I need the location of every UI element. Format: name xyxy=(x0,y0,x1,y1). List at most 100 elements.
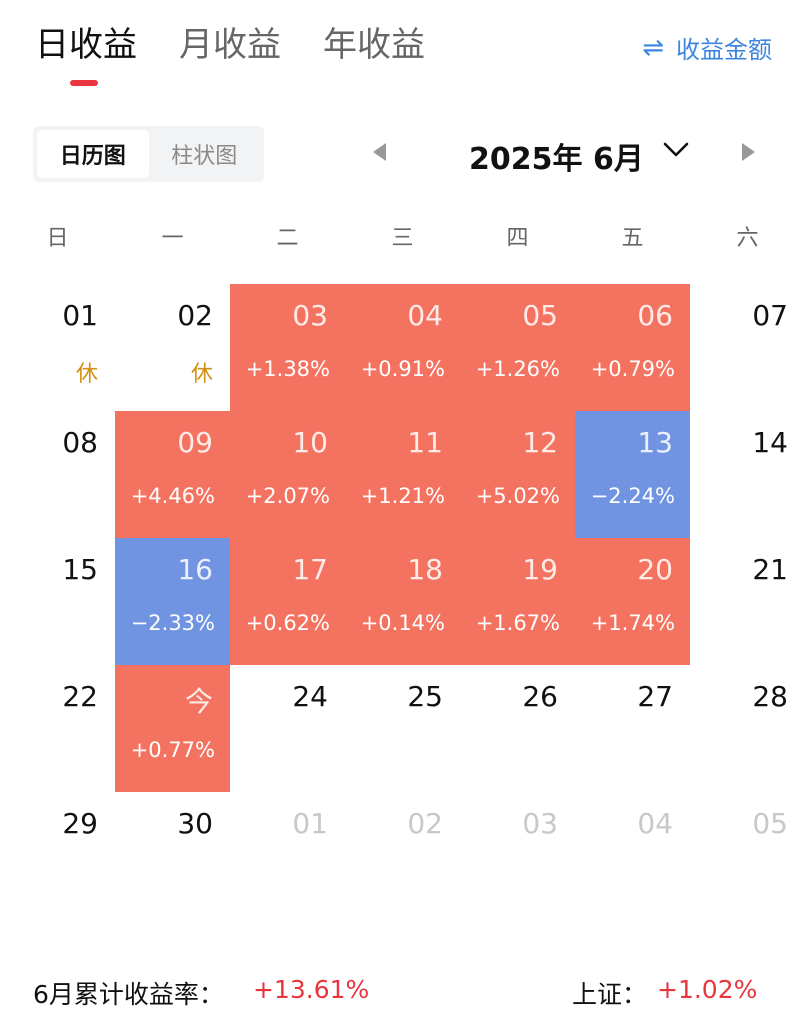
weekday-label: 一 xyxy=(161,226,184,251)
daily-return: −2.33% xyxy=(130,611,215,635)
calendar-day-cell[interactable]: 01 休 xyxy=(0,284,115,411)
next-month-icon[interactable] xyxy=(742,143,755,161)
weekday-label: 二 xyxy=(276,226,299,251)
weekday-label: 五 xyxy=(621,226,644,251)
calendar-day-cell[interactable]: 20 +1.74% xyxy=(575,538,690,665)
daily-return: +1.74% xyxy=(590,611,675,635)
day-number: 03 xyxy=(522,807,558,840)
day-number: 07 xyxy=(752,299,788,332)
calendar-day-cell[interactable]: 26 xyxy=(460,665,575,792)
calendar-day-cell[interactable]: 16 −2.33% xyxy=(115,538,230,665)
calendar-day-cell[interactable]: 29 xyxy=(0,792,115,919)
calendar-day-cell[interactable]: 今 +0.77% xyxy=(115,665,230,792)
tab-daily[interactable]: 日收益 xyxy=(35,25,137,65)
daily-return: +0.14% xyxy=(360,611,445,635)
day-number: 01 xyxy=(62,299,98,332)
view-switch: 日历图 柱状图 xyxy=(33,126,264,182)
daily-return: +1.21% xyxy=(360,484,445,508)
calendar-view-button[interactable]: 日历图 xyxy=(37,130,149,178)
calendar-day-cell[interactable]: 02 xyxy=(345,792,460,919)
day-number: 24 xyxy=(292,680,328,713)
index-return-value: +1.02% xyxy=(657,975,758,1004)
calendar-day-cell[interactable]: 01 xyxy=(230,792,345,919)
calendar-day-cell[interactable]: 17 +0.62% xyxy=(230,538,345,665)
day-number: 05 xyxy=(522,299,558,332)
calendar-day-cell[interactable]: 05 +1.26% xyxy=(460,284,575,411)
day-number: 今 xyxy=(184,685,213,718)
day-number: 28 xyxy=(752,680,788,713)
calendar-day-cell[interactable]: 03 xyxy=(460,792,575,919)
calendar-day-cell[interactable]: 27 xyxy=(575,665,690,792)
calendar-day-cell[interactable]: 21 xyxy=(690,538,804,665)
calendar-day-cell[interactable]: 19 +1.67% xyxy=(460,538,575,665)
month-title[interactable]: 2025年 6月 xyxy=(469,142,644,177)
day-number: 05 xyxy=(752,807,788,840)
calendar-day-cell[interactable]: 02 休 xyxy=(115,284,230,411)
calendar-grid: 01 休 02 休 03 +1.38% 04 +0.91% 05 +1.26% 06 +0.79% 07… xyxy=(0,284,804,854)
tab-monthly[interactable]: 月收益 xyxy=(179,25,281,65)
calendar-day-cell[interactable]: 10 +2.07% xyxy=(230,411,345,538)
chevron-down-icon[interactable] xyxy=(662,140,690,160)
calendar-day-cell[interactable]: 28 xyxy=(690,665,804,792)
weekday-label: 日 xyxy=(46,226,69,251)
holiday-badge: 休 xyxy=(75,362,98,387)
weekday-label: 四 xyxy=(506,226,529,251)
day-number: 30 xyxy=(177,807,213,840)
calendar-day-cell[interactable]: 25 xyxy=(345,665,460,792)
day-number: 04 xyxy=(637,807,673,840)
daily-return: +0.77% xyxy=(130,738,215,762)
summary-footer: 6月累计收益率： +13.61% 上证： +1.02% xyxy=(0,975,804,1015)
daily-return: +0.91% xyxy=(360,357,445,381)
calendar-day-cell[interactable]: 22 xyxy=(0,665,115,792)
daily-return: −2.24% xyxy=(590,484,675,508)
daily-return: +2.07% xyxy=(245,484,330,508)
calendar-day-cell[interactable]: 11 +1.21% xyxy=(345,411,460,538)
day-number: 21 xyxy=(752,553,788,586)
toggle-metric-button[interactable]: ⇌ 收益金额 xyxy=(642,30,772,65)
daily-return: +1.26% xyxy=(475,357,560,381)
calendar-day-cell[interactable]: 03 +1.38% xyxy=(230,284,345,411)
day-number: 02 xyxy=(177,299,213,332)
day-number: 16 xyxy=(177,553,213,586)
swap-arrows-icon: ⇌ xyxy=(642,32,664,63)
daily-return: +1.67% xyxy=(475,611,560,635)
day-number: 11 xyxy=(407,426,443,459)
weekday-header: 日一二三四五六 xyxy=(0,220,804,251)
calendar-day-cell[interactable]: 18 +0.14% xyxy=(345,538,460,665)
calendar-day-cell[interactable]: 09 +4.46% xyxy=(115,411,230,538)
calendar-day-cell[interactable]: 04 +0.91% xyxy=(345,284,460,411)
active-tab-indicator xyxy=(70,80,98,86)
day-number: 06 xyxy=(637,299,673,332)
calendar-day-cell[interactable]: 08 xyxy=(0,411,115,538)
day-number: 17 xyxy=(292,553,328,586)
cumulative-return-value: +13.61% xyxy=(253,975,370,1004)
day-number: 03 xyxy=(292,299,328,332)
day-number: 01 xyxy=(292,807,328,840)
day-number: 27 xyxy=(637,680,673,713)
calendar-day-cell[interactable]: 06 +0.79% xyxy=(575,284,690,411)
day-number: 29 xyxy=(62,807,98,840)
calendar-day-cell[interactable]: 04 xyxy=(575,792,690,919)
day-number: 25 xyxy=(407,680,443,713)
tab-yearly[interactable]: 年收益 xyxy=(323,25,425,65)
calendar-day-cell[interactable]: 12 +5.02% xyxy=(460,411,575,538)
daily-return: +0.79% xyxy=(590,357,675,381)
day-number: 08 xyxy=(62,426,98,459)
calendar-day-cell[interactable]: 30 xyxy=(115,792,230,919)
weekday-label: 六 xyxy=(736,226,759,251)
daily-return: +5.02% xyxy=(475,484,560,508)
day-number: 15 xyxy=(62,553,98,586)
holiday-badge: 休 xyxy=(190,362,213,387)
prev-month-icon[interactable] xyxy=(373,143,386,161)
calendar-day-cell[interactable]: 15 xyxy=(0,538,115,665)
bar-view-button[interactable]: 柱状图 xyxy=(171,144,238,169)
day-number: 26 xyxy=(522,680,558,713)
day-number: 13 xyxy=(637,426,673,459)
calendar-day-cell[interactable]: 05 xyxy=(690,792,804,919)
calendar-day-cell[interactable]: 24 xyxy=(230,665,345,792)
calendar-day-cell[interactable]: 14 xyxy=(690,411,804,538)
calendar-day-cell[interactable]: 13 −2.24% xyxy=(575,411,690,538)
day-number: 20 xyxy=(637,553,673,586)
calendar-day-cell[interactable]: 07 xyxy=(690,284,804,411)
weekday-label: 三 xyxy=(391,226,414,251)
